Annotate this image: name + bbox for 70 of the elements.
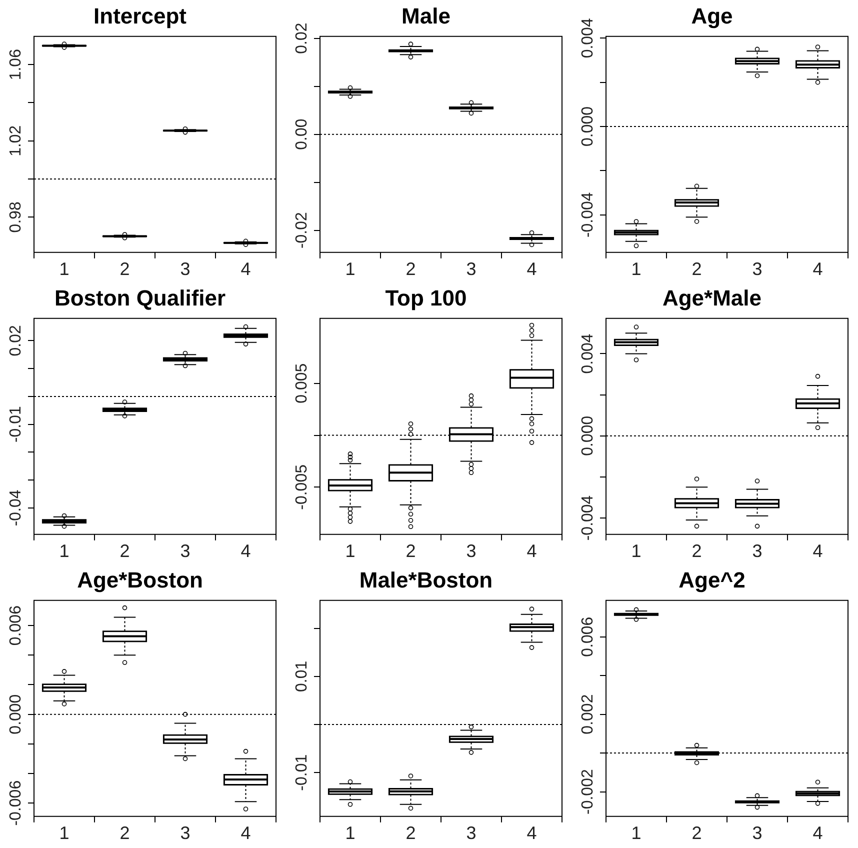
y-tick-label: 0.02 [7, 325, 24, 356]
chart-title: Age [691, 3, 733, 28]
y-tick-label: -0.002 [579, 769, 596, 814]
x-tick-label: 4 [240, 541, 251, 562]
y-tick-label: 0.000 [579, 416, 596, 456]
chart-title: Age*Boston [77, 567, 203, 592]
y-tick-label: 0.01 [293, 660, 310, 692]
x-tick-label: 2 [406, 823, 416, 844]
x-tick-label: 2 [120, 541, 130, 562]
y-tick-label: -0.006 [7, 780, 24, 826]
x-tick-label: 4 [812, 259, 823, 280]
x-tick-label: 3 [752, 541, 762, 562]
x-tick-label: 1 [345, 823, 356, 844]
y-tick-label: 0.00 [293, 118, 310, 150]
chart-title: Male [402, 3, 450, 28]
x-tick-label: 3 [466, 259, 476, 280]
x-tick-label: 4 [526, 541, 537, 562]
y-tick-label: -0.004 [579, 495, 596, 541]
y-tick-label: 0.006 [579, 616, 596, 657]
y-tick-label: -0.01 [7, 406, 24, 443]
x-tick-label: 2 [692, 259, 702, 280]
x-tick-label: 2 [692, 541, 702, 562]
y-tick-label: 0.005 [293, 363, 310, 404]
y-tick-label: 0.000 [7, 694, 24, 734]
x-tick-label: 1 [345, 541, 356, 562]
x-tick-label: 4 [240, 823, 251, 844]
chart-title: Age^2 [678, 567, 746, 592]
y-tick-label: -0.005 [293, 464, 310, 510]
x-tick-label: 3 [180, 541, 190, 562]
x-tick-label: 4 [240, 259, 251, 280]
chart-title: Boston Qualifier [54, 285, 226, 310]
x-tick-label: 3 [180, 823, 190, 844]
x-tick-label: 3 [466, 541, 476, 562]
y-tick-label: 0.02 [293, 22, 310, 54]
x-tick-label: 1 [59, 259, 70, 280]
x-tick-label: 4 [526, 823, 537, 844]
y-tick-label: 0.004 [579, 18, 596, 58]
x-tick-label: 1 [631, 259, 642, 280]
x-tick-label: 2 [692, 823, 702, 844]
x-tick-label: 2 [120, 259, 130, 280]
x-tick-label: 2 [120, 823, 130, 844]
y-tick-label: -0.004 [579, 192, 596, 238]
x-tick-label: 1 [59, 823, 70, 844]
x-tick-label: 3 [752, 259, 762, 280]
y-tick-label: -0.02 [293, 212, 310, 249]
y-tick-label: 0.98 [7, 201, 24, 233]
x-tick-label: 3 [752, 823, 762, 844]
x-tick-label: 4 [812, 541, 823, 562]
y-tick-label: 1.06 [7, 48, 24, 80]
x-tick-label: 3 [180, 259, 190, 280]
x-tick-label: 2 [406, 259, 416, 280]
y-tick-label: 0.006 [7, 605, 24, 646]
chart-title: Male*Boston [359, 567, 493, 592]
chart-title: Top 100 [385, 285, 467, 310]
y-tick-label: 0.004 [579, 334, 596, 374]
x-tick-label: 1 [631, 541, 642, 562]
x-tick-label: 4 [812, 823, 823, 844]
chart-title: Intercept [94, 3, 188, 28]
x-tick-label: 1 [59, 541, 70, 562]
y-tick-label: -0.04 [7, 490, 24, 526]
y-tick-label: 1.02 [7, 125, 24, 156]
x-tick-label: 1 [631, 823, 642, 844]
y-tick-label: 0.000 [579, 106, 596, 147]
y-tick-label: -0.01 [293, 754, 310, 791]
x-tick-label: 1 [345, 259, 356, 280]
x-tick-label: 4 [526, 259, 537, 280]
y-tick-label: 0.002 [579, 694, 596, 734]
x-tick-label: 2 [406, 541, 416, 562]
x-tick-label: 3 [466, 823, 476, 844]
chart-title: Age*Male [662, 285, 762, 310]
